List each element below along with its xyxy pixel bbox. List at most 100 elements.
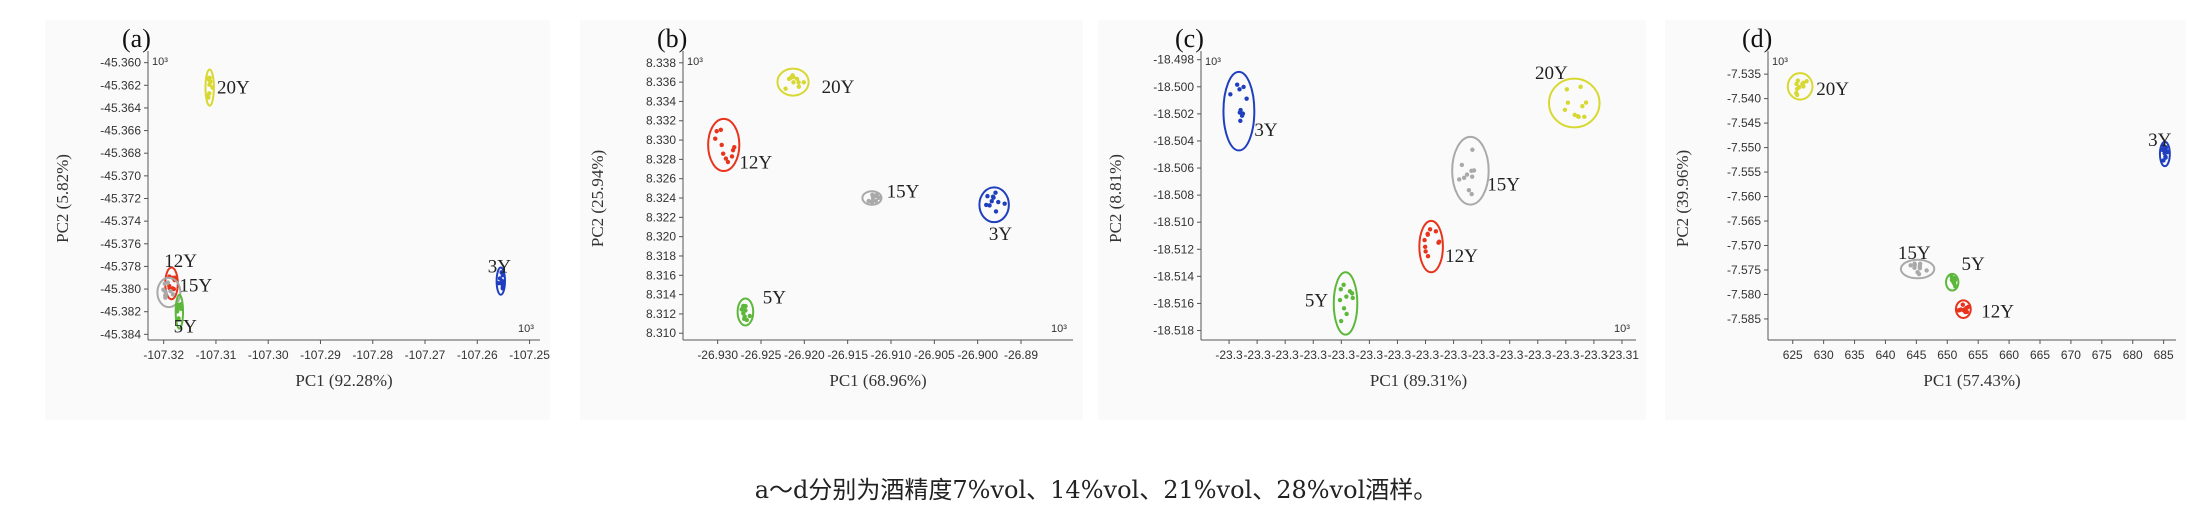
sample-point [1228, 92, 1233, 97]
x-tick-label: -107.26 [457, 348, 498, 362]
x-scale-multiplier: 10³ [518, 323, 534, 335]
sample-point [1582, 114, 1587, 120]
sample-point [1459, 162, 1465, 168]
sample-point [1241, 84, 1246, 90]
x-tick-label: -23.3 [1580, 348, 1608, 362]
sample-point [1796, 85, 1802, 90]
x-tick-label: -23.3 [1243, 348, 1271, 362]
y-tick-label: 8.338 [646, 56, 676, 70]
group-label: 12Y [1981, 302, 2014, 323]
sample-point [987, 203, 992, 208]
y-tick-label: -7.550 [1727, 141, 1761, 155]
sample-point [1912, 262, 1918, 268]
sample-point [170, 292, 176, 297]
group-label: 20Y [822, 77, 855, 98]
x-tick-label: 685 [2154, 348, 2174, 362]
x-tick-label: -23.3 [1524, 348, 1552, 362]
sample-point [796, 80, 801, 85]
group-label: 15Y [1898, 243, 1931, 264]
sample-point [1422, 244, 1428, 250]
y-axis-label: PC2 (5.82%) [53, 154, 72, 243]
y-tick-label: -7.555 [1727, 165, 1761, 179]
confidence-ellipse [1954, 299, 1972, 319]
y-tick-label: -7.580 [1727, 287, 1761, 301]
x-tick-label: -23.3 [1496, 348, 1524, 362]
y-tick-label: -7.545 [1727, 116, 1761, 130]
y-tick-label: -45.380 [100, 282, 141, 296]
y-tick-label: 8.312 [646, 307, 676, 321]
panel-c: (c)-18.498 -18.500 -18.502 -18.504 -18.506 -1… [1098, 20, 1646, 420]
panel-d: (d) -7.535 -7.540 -7.545 -7.550 -7.555 -7.560 -… [1665, 20, 2186, 420]
cluster-3Y: 3Y [1222, 70, 1278, 152]
sample-point [1237, 110, 1243, 115]
x-tick-label: -23.3 [1328, 348, 1356, 362]
x-tick-label: -23.3 [1384, 348, 1412, 362]
sample-point [210, 85, 215, 90]
sample-point [1578, 84, 1583, 90]
sample-point [496, 280, 501, 286]
sample-point [1457, 177, 1462, 182]
x-tick-label: -26.925 [741, 348, 782, 362]
sample-point [714, 129, 719, 134]
cluster-5Y: 5Y [1945, 254, 1985, 292]
x-tick-label: -107.29 [300, 348, 341, 362]
x-tick-label: 680 [2123, 348, 2143, 362]
sample-point [1583, 100, 1589, 105]
confidence-ellipse [1945, 272, 1960, 292]
y-tick-label: 8.334 [646, 94, 676, 108]
sample-point [796, 84, 802, 89]
y-tick-label: -45.382 [100, 305, 141, 319]
x-tick-label: 675 [2092, 348, 2112, 362]
x-tick-label: -107.31 [196, 348, 237, 362]
confidence-ellipse [1786, 72, 1814, 101]
sample-point [729, 154, 735, 159]
sample-point [1425, 254, 1431, 259]
panel-label: (b) [657, 24, 687, 53]
sample-point [1801, 84, 1806, 89]
y-tick-label: 8.336 [646, 75, 676, 89]
cluster-15Y: 15Y [156, 276, 212, 309]
sample-point [500, 286, 505, 291]
panel-label: (c) [1175, 24, 1204, 53]
x-tick-label: 635 [1845, 348, 1865, 362]
x-tick-label: -26.905 [914, 348, 955, 362]
x-tick-label: -23.3 [1440, 348, 1468, 362]
y-tick-label: -45.368 [100, 146, 141, 160]
y-tick-label: -45.372 [100, 192, 141, 206]
confidence-ellipse [736, 297, 755, 327]
cluster-20Y: 20Y [1786, 72, 1849, 101]
x-scale-multiplier: 10³ [1051, 323, 1067, 335]
sample-point [1464, 172, 1470, 177]
group-label: 3Y [1254, 120, 1278, 141]
x-tick-label: -23.3 [1300, 348, 1328, 362]
y-axis-label: PC2 (39.96%) [1673, 150, 1692, 247]
y-tick-label: 8.322 [646, 210, 676, 224]
sample-point [1575, 114, 1580, 119]
sample-point [1562, 107, 1568, 113]
y-tick-label: -45.366 [100, 124, 141, 138]
x-tick-label: -26.915 [827, 348, 868, 362]
sample-point [730, 148, 736, 153]
panel-b: (b) 8.310 8.312 8.314 8.316 8.318 8.320 8.322 8.… [580, 20, 1083, 420]
y-tick-label: -18.518 [1153, 324, 1194, 338]
y-scale-multiplier: 10³ [1772, 56, 1788, 68]
sample-point [497, 276, 503, 281]
x-tick-label: -26.930 [697, 348, 738, 362]
sample-point [1960, 302, 1966, 307]
sample-point [993, 190, 998, 195]
confidence-ellipse [978, 186, 1010, 224]
x-tick-label: -23.31 [1605, 348, 1639, 362]
y-tick-label: -7.570 [1727, 239, 1761, 253]
sample-point [1337, 297, 1343, 303]
sample-point [1917, 261, 1923, 266]
sample-point [990, 194, 996, 199]
sample-point [1964, 309, 1970, 315]
y-axis-label: PC2 (8.81%) [1106, 154, 1125, 243]
sample-point [741, 304, 746, 309]
sample-point [1565, 100, 1571, 105]
group-label: 3Y [488, 256, 512, 277]
cluster-12Y: 12Y [707, 117, 772, 173]
pca-figure: (a) -45.360 -45.362 -45.364 -45.366 -45.368 -4… [53, 20, 2186, 420]
sample-point [718, 127, 724, 132]
y-tick-label: 8.320 [646, 230, 676, 244]
